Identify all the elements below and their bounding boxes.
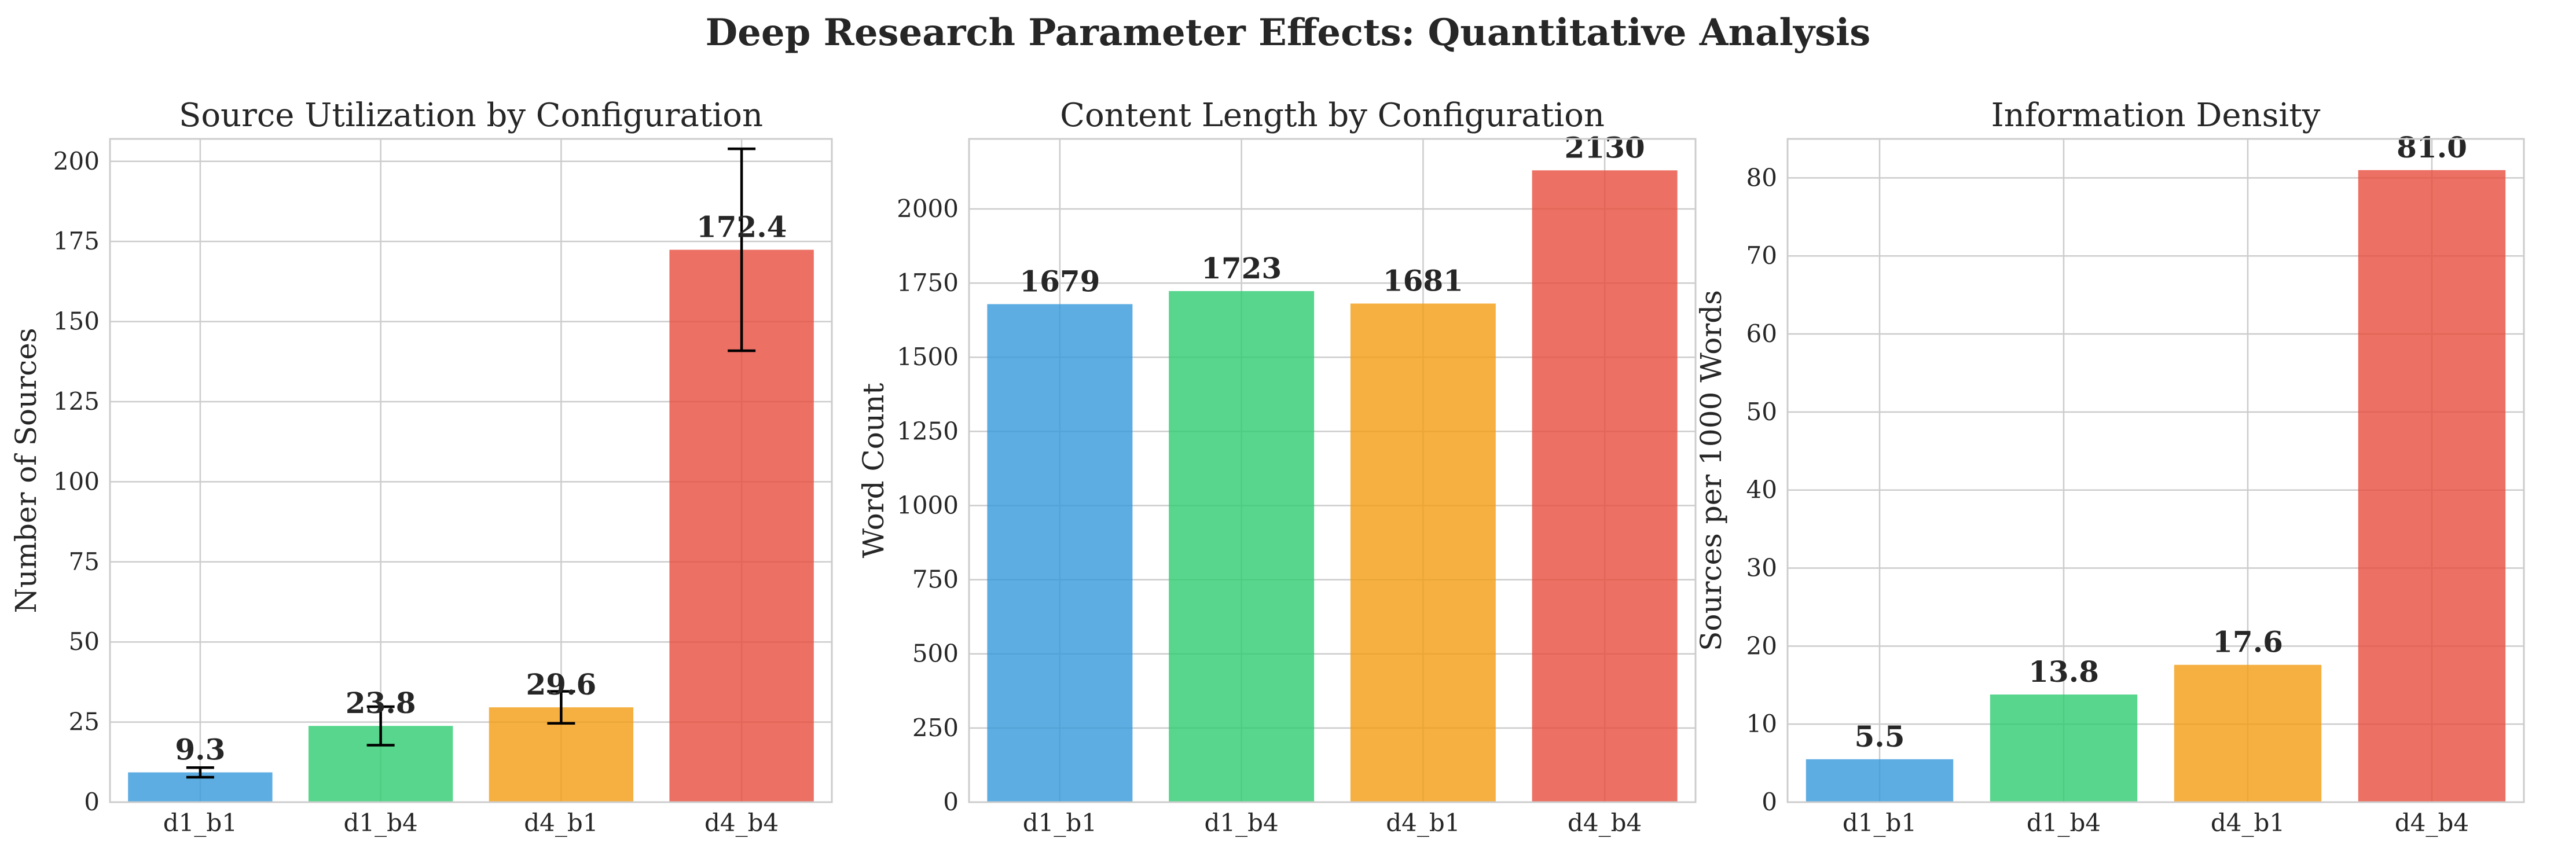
data-label: 1679 xyxy=(1019,264,1100,298)
bar-d1_b4 xyxy=(1169,291,1315,803)
chart-panel-1: 0 25 50 75 100 125 150 175 200 d1_b1 d1_b4 d4_b1 d4_… xyxy=(9,97,833,837)
y-axis-label: Sources per 1000 Words xyxy=(1694,290,1728,651)
y-tick-label: 80 xyxy=(1746,163,1777,192)
y-tick-label: 200 xyxy=(53,147,100,175)
data-label: 23.8 xyxy=(346,686,416,720)
data-label: 29.6 xyxy=(526,667,596,701)
x-tick-label: d4_b1 xyxy=(1386,809,1460,837)
x-tick-label: d4_b4 xyxy=(2395,809,2469,837)
y-tick-label: 50 xyxy=(69,627,100,656)
x-tick-label: d1_b4 xyxy=(344,809,418,837)
y-tick-label: 1750 xyxy=(897,269,959,297)
bar-d4_b4 xyxy=(2358,170,2506,802)
x-tick-label: d1_b1 xyxy=(1843,809,1917,837)
bar-d1_b4 xyxy=(1990,694,2138,802)
axes-title: Source Utilization by Configuration xyxy=(179,97,763,134)
y-tick-label: 70 xyxy=(1746,241,1777,270)
data-label: 13.8 xyxy=(2028,655,2099,689)
y-axis-label: Word Count xyxy=(857,383,890,559)
y-tick-label: 250 xyxy=(912,714,959,742)
y-tick-label: 1000 xyxy=(897,491,959,519)
y-tick-label: 60 xyxy=(1746,319,1777,348)
bar-d4_b1 xyxy=(2174,664,2322,802)
x-tick-label: d1_b4 xyxy=(2027,809,2101,837)
data-label: 172.4 xyxy=(696,210,787,244)
y-tick-label: 0 xyxy=(1762,788,1777,816)
figure-title: Deep Research Parameter Effects: Quantit… xyxy=(706,11,1871,54)
y-tick-label: 0 xyxy=(943,788,959,816)
data-label: 9.3 xyxy=(175,733,225,767)
y-tick-label: 25 xyxy=(69,708,100,736)
data-label: 2130 xyxy=(1565,130,1645,164)
chart-panel-3: 0 10 20 30 40 50 60 70 80 d1_b1 d1_b4 d4_b1 d4_b4 5.5… xyxy=(1694,97,2525,837)
axes-title: Information Density xyxy=(1991,97,2321,134)
y-tick-label: 40 xyxy=(1746,476,1777,504)
x-tick-label: d1_b1 xyxy=(163,809,237,837)
bar-d4_b1 xyxy=(1350,303,1496,802)
y-tick-label: 175 xyxy=(53,227,100,255)
chart-panel-2: 0 250 500 750 1000 1250 1500 1750 2000 d1_b1 d1_b4… xyxy=(857,97,1697,837)
y-tick-label: 2000 xyxy=(897,194,959,223)
x-tick-label: d1_b1 xyxy=(1023,809,1097,837)
axes-frame xyxy=(1786,138,2525,803)
y-tick-label: 20 xyxy=(1746,631,1777,660)
y-tick-label: 10 xyxy=(1746,710,1777,738)
y-tick-label: 150 xyxy=(53,307,100,336)
x-tick-label: d4_b4 xyxy=(1568,809,1642,837)
data-label: 5.5 xyxy=(1855,719,1905,754)
axes-title: Content Length by Configuration xyxy=(1060,97,1605,134)
data-label: 1723 xyxy=(1201,251,1282,285)
y-axis-label: Number of Sources xyxy=(9,328,43,613)
y-tick-label: 750 xyxy=(912,565,959,594)
y-tick-label: 0 xyxy=(84,788,100,816)
axes-frame xyxy=(109,138,833,803)
bar-d1_b1 xyxy=(987,304,1133,802)
x-tick-label: d4_b1 xyxy=(524,809,598,837)
bar-d4_b4 xyxy=(1532,170,1678,802)
y-tick-label: 1250 xyxy=(897,417,959,445)
data-label: 81.0 xyxy=(2397,130,2467,164)
y-tick-label: 100 xyxy=(53,467,100,495)
data-label: 1681 xyxy=(1383,263,1463,297)
y-tick-label: 1500 xyxy=(897,343,959,371)
y-tick-label: 125 xyxy=(53,387,100,416)
y-tick-label: 30 xyxy=(1746,554,1777,582)
y-tick-label: 50 xyxy=(1746,398,1777,426)
y-tick-label: 75 xyxy=(69,548,100,576)
axes-frame xyxy=(968,138,1697,803)
bar-d1_b1 xyxy=(1806,759,1954,802)
x-tick-label: d4_b4 xyxy=(704,809,779,837)
x-tick-label: d4_b1 xyxy=(2211,809,2285,837)
y-tick-label: 500 xyxy=(912,640,959,668)
x-tick-label: d1_b4 xyxy=(1205,809,1279,837)
data-label: 17.6 xyxy=(2212,625,2283,659)
